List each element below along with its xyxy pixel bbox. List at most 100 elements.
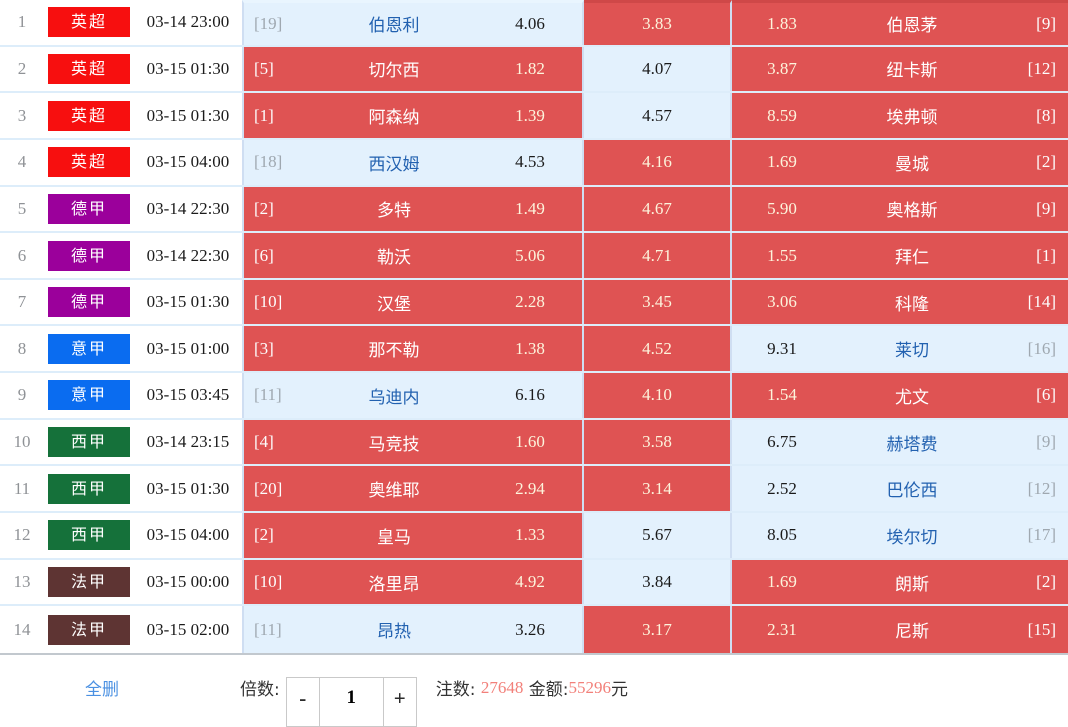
league-cell: 英超 — [44, 0, 134, 45]
away-odds-cell[interactable]: 6.75 赫塔费 [9] — [732, 419, 1068, 465]
draw-odds-value: 4.10 — [642, 385, 672, 405]
multiplier-increase-button[interactable]: + — [382, 678, 416, 726]
home-odds-cell[interactable]: [11] 昂热 3.26 — [242, 606, 584, 653]
match-time: 03-14 23:15 — [146, 432, 230, 452]
away-team-name: 拜仁 — [895, 248, 929, 269]
league-badge: 西甲 — [48, 427, 130, 458]
league-badge: 法甲 — [48, 567, 130, 597]
away-rank: [17] — [1027, 525, 1056, 545]
home-odds-cell[interactable]: [19] 伯恩利 4.06 — [242, 0, 584, 45]
draw-odds-value: 3.45 — [642, 292, 672, 312]
table-row: 1 英超 03-14 23:00 [19] 伯恩利 4.06 3.83 1.83… — [0, 0, 1068, 47]
draw-odds-cell[interactable]: 5.67 — [584, 513, 732, 558]
league-cell: 西甲 — [44, 420, 134, 465]
match-number: 5 — [17, 198, 27, 218]
home-odds-cell[interactable]: [3] 那不勒 1.38 — [242, 326, 584, 372]
away-team-name: 伯恩茅 — [886, 16, 938, 37]
away-odds-value: 2.31 — [767, 619, 797, 639]
home-odds-cell[interactable]: [2] 多特 1.49 — [242, 186, 584, 232]
table-row: 5 德甲 03-14 22:30 [2] 多特 1.49 4.67 5.90 奥… — [0, 186, 1068, 234]
home-rank: [18] — [254, 152, 283, 172]
away-odds-value: 6.75 — [767, 432, 797, 452]
away-odds-cell[interactable]: 2.31 尼斯 [15] — [732, 606, 1068, 653]
home-team-name: 伯恩利 — [368, 16, 420, 37]
home-rank: [2] — [254, 525, 274, 545]
away-odds-value: 1.83 — [767, 13, 797, 33]
away-team-name: 纽卡斯 — [886, 61, 938, 82]
home-team-name: 奥维耶 — [368, 481, 420, 502]
draw-odds-cell[interactable]: 3.58 — [584, 419, 732, 465]
home-odds-cell[interactable]: [2] 皇马 1.33 — [242, 513, 584, 558]
league-cell: 德甲 — [44, 280, 134, 325]
home-rank: [20] — [254, 478, 283, 498]
away-odds-cell[interactable]: 1.55 拜仁 [1] — [732, 233, 1068, 278]
away-odds-cell[interactable]: 1.69 曼城 [2] — [732, 139, 1068, 185]
away-odds-cell[interactable]: 8.05 埃尔切 [17] — [732, 513, 1068, 558]
home-odds-cell[interactable]: [10] 洛里昂 4.92 — [242, 559, 584, 605]
match-time: 03-15 01:00 — [146, 338, 230, 358]
away-team-name: 尤文 — [895, 387, 929, 408]
home-rank: [11] — [254, 385, 282, 405]
away-team-name: 奥格斯 — [886, 201, 938, 222]
table-row: 10 西甲 03-14 23:15 [4] 马竞技 1.60 3.58 6.75… — [0, 419, 1068, 467]
home-rank: [4] — [254, 432, 274, 452]
draw-odds-cell[interactable]: 4.10 — [584, 373, 732, 418]
home-odds-cell[interactable]: [18] 西汉姆 4.53 — [242, 139, 584, 185]
away-odds-cell[interactable]: 3.87 纽卡斯 [12] — [732, 46, 1068, 92]
draw-odds-cell[interactable]: 4.57 — [584, 93, 732, 138]
home-odds-cell[interactable]: [11] 乌迪内 6.16 — [242, 373, 584, 418]
away-odds-cell[interactable]: 1.83 伯恩茅 [9] — [732, 0, 1068, 45]
draw-odds-cell[interactable]: 3.45 — [584, 279, 732, 325]
league-cell: 意甲 — [44, 326, 134, 371]
table-row: 4 英超 03-15 04:00 [18] 西汉姆 4.53 4.16 1.69… — [0, 139, 1068, 187]
home-odds-value: 3.26 — [515, 619, 545, 639]
multiplier-decrease-button[interactable]: - — [287, 678, 320, 726]
match-time: 03-15 01:30 — [146, 58, 230, 78]
away-odds-cell[interactable]: 8.59 埃弗顿 [8] — [732, 93, 1068, 138]
away-rank: [1] — [1036, 245, 1056, 265]
away-odds-cell[interactable]: 2.52 巴伦西 [12] — [732, 466, 1068, 512]
draw-odds-cell[interactable]: 4.16 — [584, 139, 732, 185]
away-odds-value: 9.31 — [767, 338, 797, 358]
draw-odds-cell[interactable]: 3.84 — [584, 559, 732, 605]
home-odds-cell[interactable]: [5] 切尔西 1.82 — [242, 46, 584, 92]
multiplier-value[interactable]: 1 — [346, 687, 356, 708]
table-row: 6 德甲 03-14 22:30 [6] 勒沃 5.06 4.71 1.55 拜… — [0, 233, 1068, 280]
away-odds-cell[interactable]: 3.06 科隆 [14] — [732, 279, 1068, 325]
away-team-name: 埃弗顿 — [886, 108, 938, 129]
away-team-name: 埃尔切 — [886, 527, 938, 548]
away-odds-cell[interactable]: 1.54 尤文 [6] — [732, 373, 1068, 418]
draw-odds-cell[interactable]: 4.07 — [584, 46, 732, 92]
away-odds-value: 2.52 — [767, 478, 797, 498]
home-odds-cell[interactable]: [20] 奥维耶 2.94 — [242, 466, 584, 512]
draw-odds-cell[interactable]: 3.14 — [584, 466, 732, 512]
draw-odds-value: 4.57 — [642, 105, 672, 125]
draw-odds-value: 3.84 — [642, 572, 672, 591]
draw-odds-cell[interactable]: 4.71 — [584, 233, 732, 278]
home-rank: [11] — [254, 619, 282, 639]
away-odds-value: 1.55 — [767, 245, 797, 265]
league-cell: 西甲 — [44, 466, 134, 511]
match-time: 03-15 02:00 — [146, 619, 230, 639]
away-odds-cell[interactable]: 1.69 朗斯 [2] — [732, 559, 1068, 605]
table-row: 9 意甲 03-15 03:45 [11] 乌迪内 6.16 4.10 1.54… — [0, 373, 1068, 420]
home-team-name: 马竞技 — [368, 434, 420, 455]
table-row: 12 西甲 03-15 04:00 [2] 皇马 1.33 5.67 8.05 … — [0, 513, 1068, 560]
match-number: 1 — [17, 12, 27, 32]
away-odds-value: 3.87 — [767, 58, 797, 78]
home-rank: [5] — [254, 58, 274, 78]
home-team-name: 多特 — [377, 201, 411, 222]
league-cell: 德甲 — [44, 233, 134, 278]
draw-odds-cell[interactable]: 3.83 — [584, 0, 732, 45]
home-odds-cell[interactable]: [10] 汉堡 2.28 — [242, 279, 584, 325]
home-odds-cell[interactable]: [1] 阿森纳 1.39 — [242, 93, 584, 138]
away-odds-cell[interactable]: 9.31 莱切 [16] — [732, 326, 1068, 372]
away-odds-cell[interactable]: 5.90 奥格斯 [9] — [732, 186, 1068, 232]
home-odds-cell[interactable]: [4] 马竞技 1.60 — [242, 419, 584, 465]
draw-odds-cell[interactable]: 4.67 — [584, 186, 732, 232]
draw-odds-cell[interactable]: 3.17 — [584, 606, 732, 653]
home-odds-cell[interactable]: [6] 勒沃 5.06 — [242, 233, 584, 278]
delete-all-button[interactable]: 全删 — [85, 680, 119, 700]
away-odds-value: 1.54 — [767, 385, 797, 405]
draw-odds-cell[interactable]: 4.52 — [584, 326, 732, 372]
